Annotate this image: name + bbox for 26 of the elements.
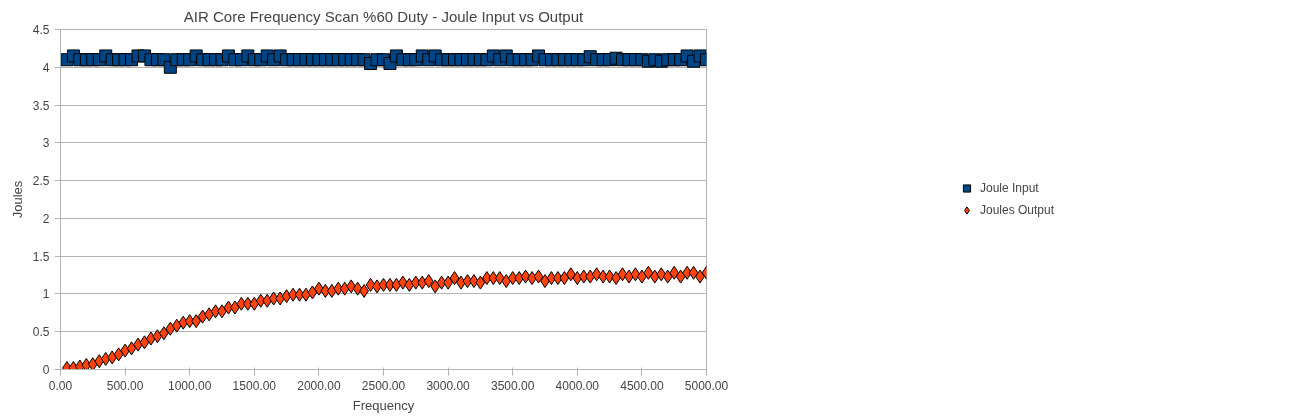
x-tick-label: 1500.00 [232, 378, 277, 393]
x-tick-label: 500.00 [106, 378, 144, 393]
x-tick-label: 3500.00 [491, 378, 535, 393]
x-axis-title: Frequency [352, 397, 415, 413]
y-tick-label: 3 [42, 136, 50, 151]
x-tick-label: 0.00 [48, 378, 73, 393]
x-tick-label: 2000.00 [297, 378, 341, 393]
x-tick-label: 1000.00 [168, 378, 212, 393]
y-tick-label: 2 [42, 211, 50, 226]
chart-title: AIR Core Frequency Scan %60 Duty - Joule Input vs Output [183, 7, 585, 25]
y-tick-label: 0.5 [32, 325, 50, 340]
x-tick-label: 2500.00 [361, 378, 406, 393]
legend-label: Joule Input [979, 181, 1039, 195]
y-tick-label: 4.5 [32, 23, 50, 37]
y-tick-label: 1.5 [32, 249, 50, 264]
y-tick-label: 0 [42, 363, 50, 377]
y-axis-title: Joules [9, 180, 25, 219]
x-tick-label: 5000.00 [684, 378, 729, 393]
y-tick-label: 2.5 [32, 174, 50, 189]
x-tick-label: 3000.00 [426, 378, 471, 393]
legend-label: Joules Output [979, 203, 1055, 217]
y-tick-label: 4 [42, 60, 50, 75]
x-tick-label: 4000.00 [555, 378, 600, 393]
y-tick-label: 3.5 [32, 98, 50, 113]
x-tick-label: 4500.00 [620, 378, 664, 393]
y-tick-label: 1 [42, 287, 50, 302]
